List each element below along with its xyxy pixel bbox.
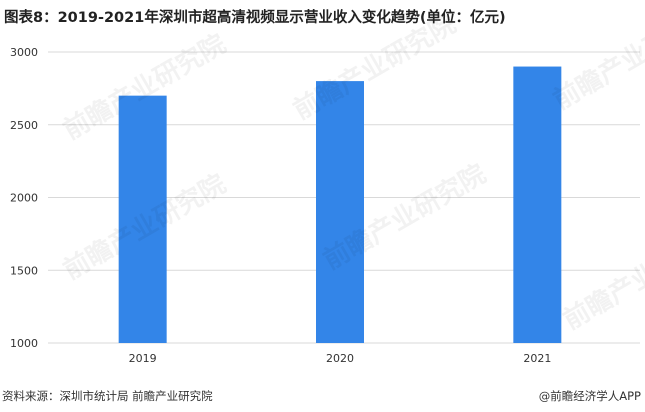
y-tick-label: 2500 xyxy=(10,119,38,132)
bar-2019 xyxy=(118,95,167,344)
x-tick-label: 2021 xyxy=(523,352,551,365)
watermark: 前瞻产业研究院 xyxy=(558,218,645,336)
x-tick-label: 2019 xyxy=(129,352,157,365)
watermark: 前瞻产业研究院 xyxy=(548,0,645,116)
y-tick-label: 1500 xyxy=(10,264,38,277)
bar-2021 xyxy=(513,66,562,344)
x-tick-label: 2020 xyxy=(326,352,354,365)
bar-2020 xyxy=(316,81,364,343)
y-tick-label: 2000 xyxy=(10,192,38,205)
y-tick-label: 1000 xyxy=(10,337,38,350)
source-note: 资料来源：深圳市统计局 前瞻产业研究院 xyxy=(2,389,213,403)
watermark: 前瞻产业研究院 xyxy=(288,8,461,126)
brand-credit: @前瞻经济学人APP xyxy=(538,389,641,403)
chart-title: 图表8：2019-2021年深圳市超高清视频显示营业收入变化趋势(单位：亿元) xyxy=(4,10,506,26)
y-tick-label: 3000 xyxy=(10,46,38,59)
